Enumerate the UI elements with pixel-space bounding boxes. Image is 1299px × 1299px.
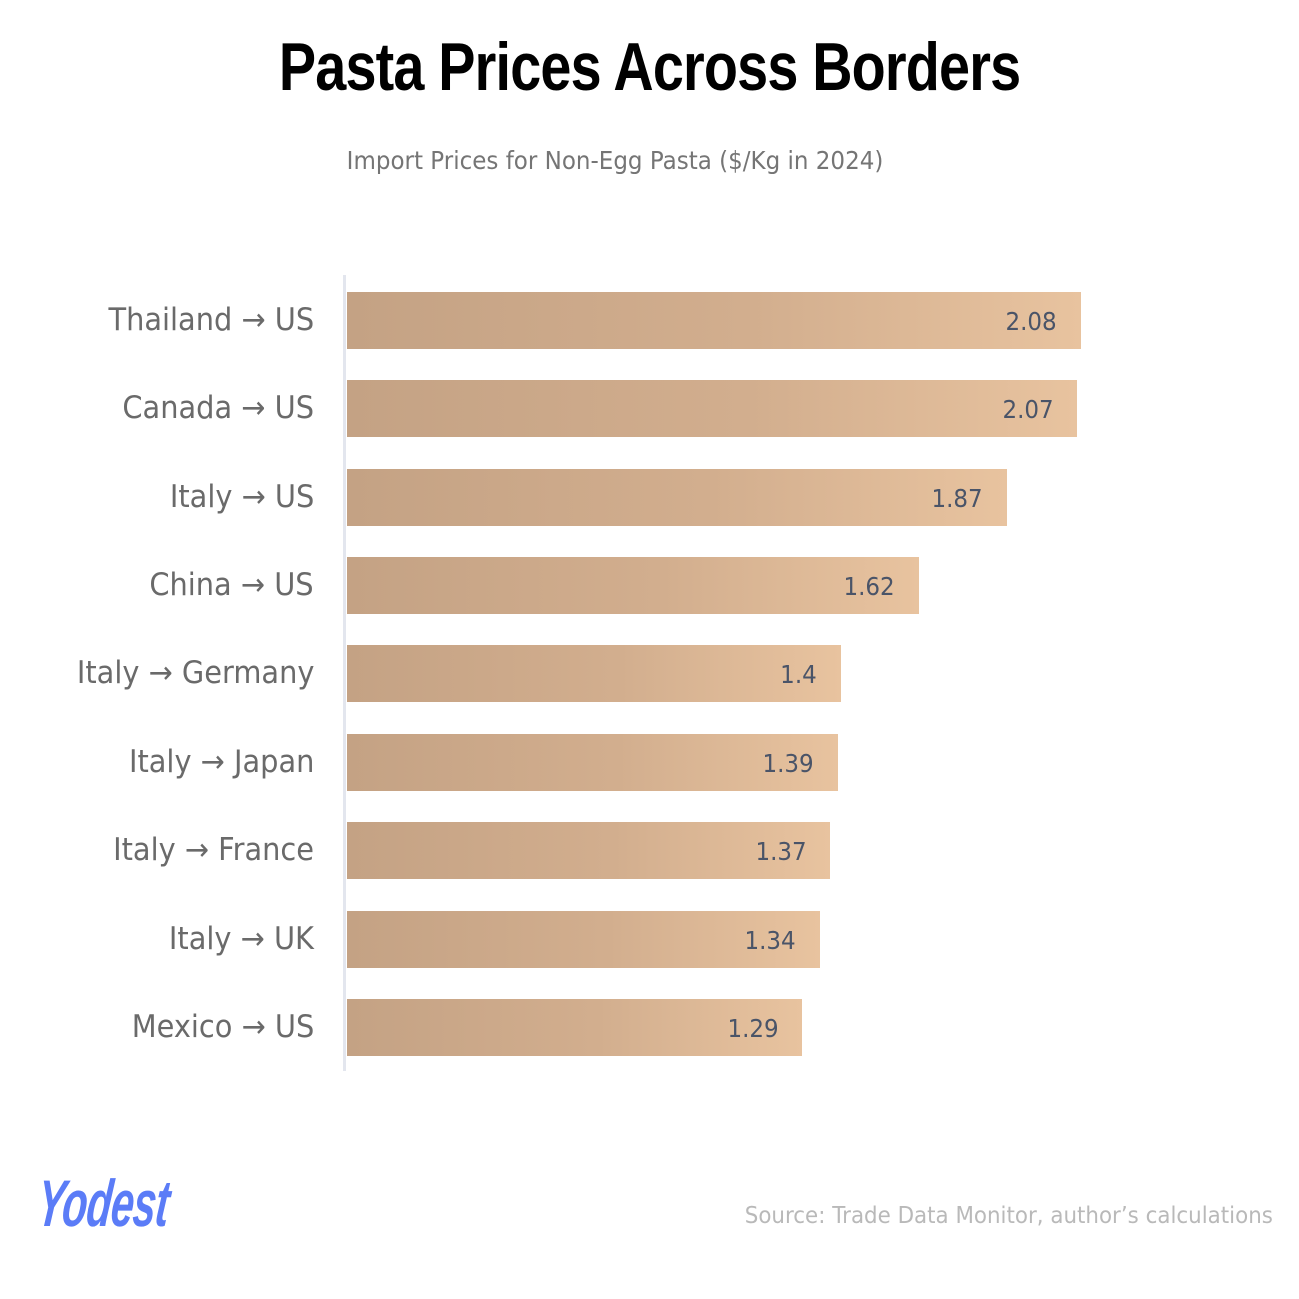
value-label: 1.29 — [727, 1014, 779, 1043]
bar: 1.37 — [347, 822, 831, 879]
bar-row: Mexico → US 1.29 — [0, 999, 1299, 1056]
bar-row: Italy → Germany 1.4 — [0, 645, 1299, 702]
bar-row: Italy → France 1.37 — [0, 822, 1299, 879]
bar-row: Thailand → US 2.08 — [0, 292, 1299, 349]
category-label: Mexico → US — [131, 1009, 314, 1045]
chart-title: Pasta Prices Across Borders — [278, 29, 1021, 105]
category-label: Italy → UK — [168, 921, 314, 957]
bar-row: Italy → US 1.87 — [0, 469, 1299, 526]
value-label: 1.39 — [762, 749, 814, 778]
y-axis-line — [343, 275, 346, 1071]
bar-row: Italy → UK 1.34 — [0, 911, 1299, 968]
value-label: 2.07 — [1002, 395, 1054, 424]
value-label: 1.4 — [780, 660, 818, 689]
brand-logo: Yodest — [33, 1166, 174, 1240]
bar-row: Italy → Japan 1.39 — [0, 734, 1299, 791]
category-label: Italy → France — [113, 832, 314, 868]
bar: 1.87 — [347, 469, 1007, 526]
category-label: Italy → US — [169, 479, 314, 515]
category-label: Thailand → US — [108, 302, 314, 338]
chart-subtitle: Import Prices for Non-Egg Pasta ($/Kg in… — [346, 146, 884, 175]
category-label: Italy → Japan — [128, 744, 314, 780]
value-label: 1.87 — [931, 484, 983, 513]
category-label: Canada → US — [122, 390, 314, 426]
bar-row: Canada → US 2.07 — [0, 380, 1299, 437]
bar: 2.07 — [347, 380, 1078, 437]
value-label: 1.34 — [744, 926, 796, 955]
bar-row: China → US 1.62 — [0, 557, 1299, 614]
value-label: 1.37 — [755, 837, 807, 866]
value-label: 2.08 — [1005, 307, 1057, 336]
bar: 1.4 — [347, 645, 842, 702]
bar: 2.08 — [347, 292, 1081, 349]
value-label: 1.62 — [843, 572, 895, 601]
source-note: Source: Trade Data Monitor, author’s cal… — [744, 1203, 1273, 1229]
category-label: Italy → Germany — [76, 655, 314, 691]
category-label: China → US — [149, 567, 314, 603]
bar: 1.34 — [347, 911, 820, 968]
bar: 1.39 — [347, 734, 838, 791]
bar: 1.62 — [347, 557, 919, 614]
bar: 1.29 — [347, 999, 803, 1056]
